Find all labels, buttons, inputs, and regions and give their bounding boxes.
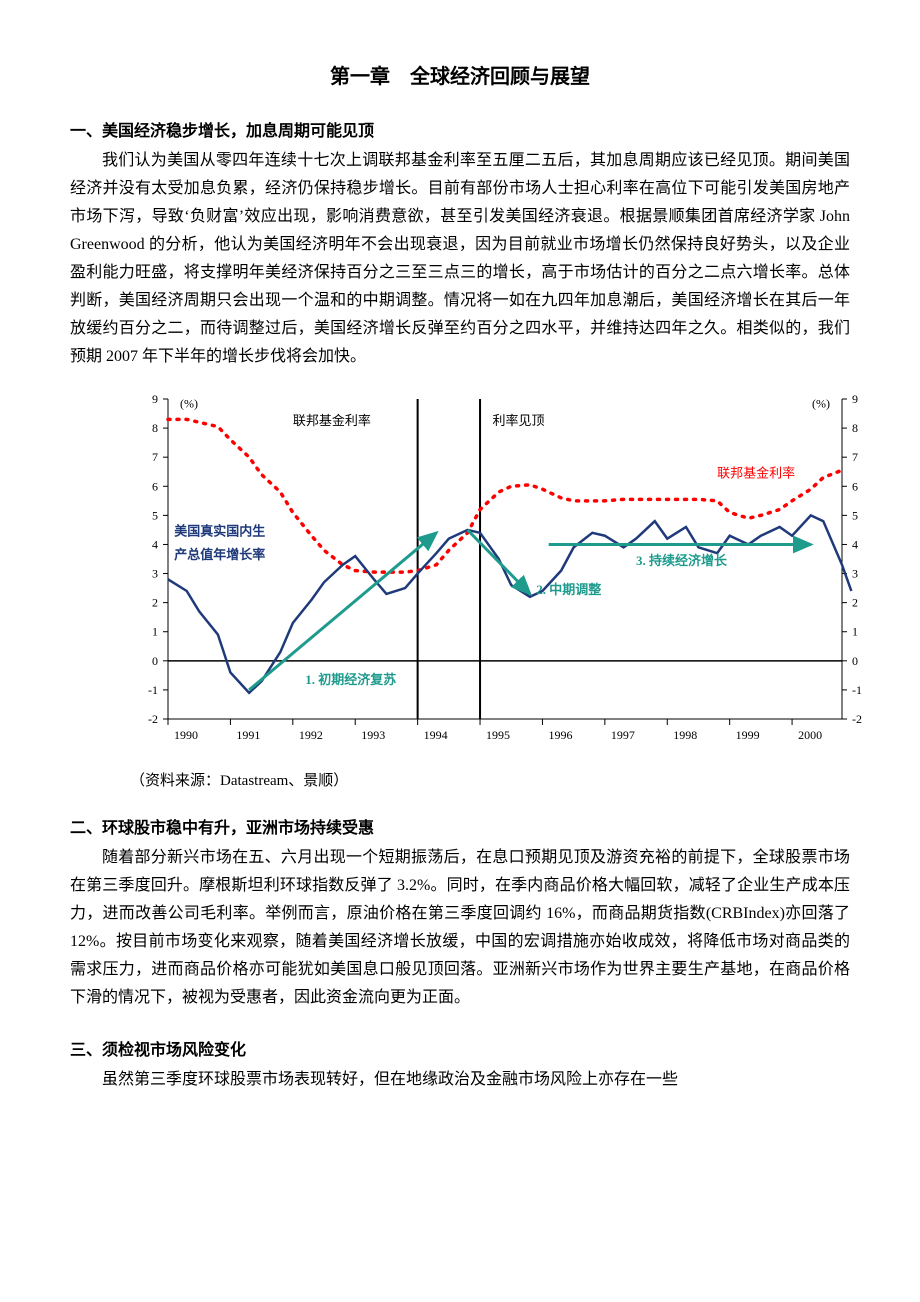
svg-text:2: 2 bbox=[152, 596, 158, 610]
svg-text:1994: 1994 bbox=[424, 728, 448, 742]
svg-text:0: 0 bbox=[852, 654, 858, 668]
svg-text:2. 中期调整: 2. 中期调整 bbox=[536, 582, 602, 597]
svg-text:-2: -2 bbox=[148, 712, 158, 726]
svg-text:8: 8 bbox=[852, 421, 858, 435]
svg-text:1990: 1990 bbox=[174, 728, 198, 742]
chapter-title: 第一章 全球经济回顾与展望 bbox=[70, 60, 850, 89]
svg-text:联邦基金利率: 联邦基金利率 bbox=[717, 466, 795, 481]
svg-text:5: 5 bbox=[852, 508, 858, 522]
svg-text:4: 4 bbox=[852, 537, 858, 551]
svg-text:-1: -1 bbox=[148, 683, 158, 697]
svg-text:1991: 1991 bbox=[236, 728, 260, 742]
svg-text:1996: 1996 bbox=[548, 728, 572, 742]
svg-text:6: 6 bbox=[152, 479, 158, 493]
section-3-title: 三、须检视市场风险变化 bbox=[70, 1036, 850, 1060]
chart-source: （资料来源：Datastream、景顺） bbox=[130, 769, 850, 790]
svg-text:-1: -1 bbox=[852, 683, 862, 697]
svg-text:1. 初期经济复苏: 1. 初期经济复苏 bbox=[305, 672, 396, 687]
svg-text:7: 7 bbox=[852, 450, 858, 464]
svg-text:3. 持续经济增长: 3. 持续经济增长 bbox=[636, 553, 728, 568]
svg-text:1992: 1992 bbox=[299, 728, 323, 742]
svg-text:1998: 1998 bbox=[673, 728, 697, 742]
section-2-title: 二、环球股市稳中有升，亚洲市场持续受惠 bbox=[70, 814, 850, 838]
svg-text:4: 4 bbox=[152, 537, 158, 551]
svg-text:(%): (%) bbox=[812, 397, 830, 411]
svg-text:3: 3 bbox=[152, 567, 158, 581]
svg-text:1993: 1993 bbox=[361, 728, 385, 742]
svg-text:-2: -2 bbox=[852, 712, 862, 726]
section-1-title: 一、美国经济稳步增长，加息周期可能见顶 bbox=[70, 117, 850, 141]
svg-text:1: 1 bbox=[152, 625, 158, 639]
svg-text:0: 0 bbox=[152, 654, 158, 668]
svg-text:联邦基金利率: 联邦基金利率 bbox=[293, 413, 371, 428]
svg-text:1: 1 bbox=[852, 625, 858, 639]
svg-text:9: 9 bbox=[152, 392, 158, 406]
svg-text:1997: 1997 bbox=[611, 728, 635, 742]
section-1-para: 我们认为美国从零四年连续十七次上调联邦基金利率至五厘二五后，其加息周期应该已经见… bbox=[70, 147, 850, 371]
svg-text:3: 3 bbox=[852, 567, 858, 581]
svg-text:8: 8 bbox=[152, 421, 158, 435]
svg-text:7: 7 bbox=[152, 450, 158, 464]
svg-text:产总值年增长率: 产总值年增长率 bbox=[174, 547, 265, 562]
svg-text:9: 9 bbox=[852, 392, 858, 406]
section-2-para: 随着部分新兴市场在五、六月出现一个短期振荡后，在息口预期见顶及游资充裕的前提下，… bbox=[70, 844, 850, 1012]
svg-text:美国真实国内生: 美国真实国内生 bbox=[174, 524, 265, 539]
svg-text:1995: 1995 bbox=[486, 728, 510, 742]
svg-text:利率见顶: 利率见顶 bbox=[493, 413, 545, 428]
svg-text:6: 6 bbox=[852, 479, 858, 493]
section-3-para: 虽然第三季度环球股票市场表现转好，但在地缘政治及金融市场风险上亦存在一些 bbox=[70, 1066, 850, 1094]
economy-chart: -2-2-1-100112233445566778899199019911992… bbox=[120, 389, 850, 759]
svg-text:1999: 1999 bbox=[736, 728, 760, 742]
svg-text:(%): (%) bbox=[180, 397, 198, 411]
svg-text:2: 2 bbox=[852, 596, 858, 610]
svg-text:5: 5 bbox=[152, 508, 158, 522]
svg-text:2000: 2000 bbox=[798, 728, 822, 742]
